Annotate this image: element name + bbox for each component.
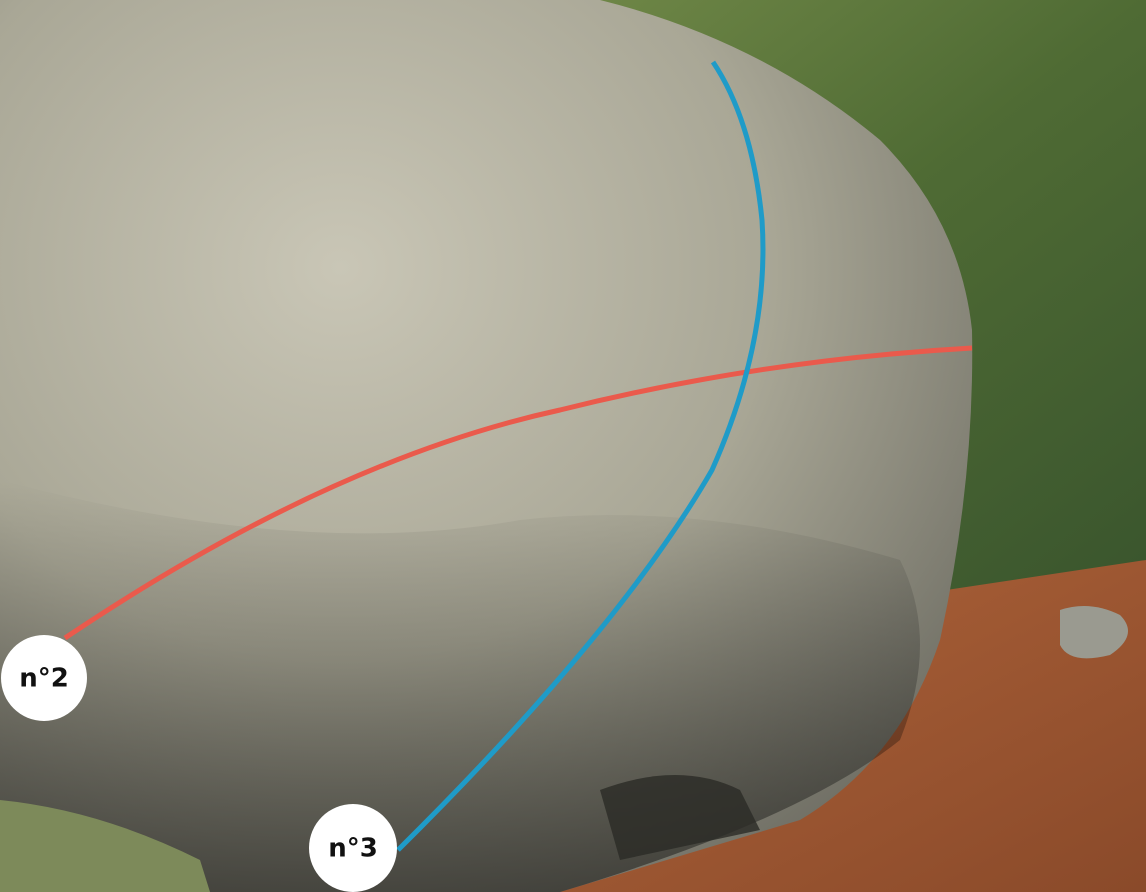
page: n°2 n°3 (() => { const data = JSON.parse…: [0, 0, 1146, 892]
route-label: n°3: [328, 834, 378, 864]
route-label: n°2: [19, 664, 69, 694]
photo: n°2 n°3: [0, 0, 1146, 892]
